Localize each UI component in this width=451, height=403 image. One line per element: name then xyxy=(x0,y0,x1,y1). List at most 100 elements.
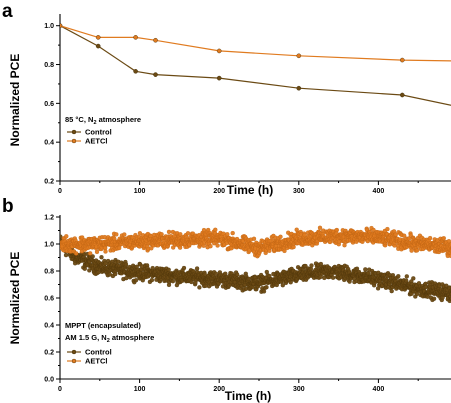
panel-b-x-tick-label: 200 xyxy=(213,386,225,393)
panel-b-control-point xyxy=(123,262,129,267)
panel-a-control-point xyxy=(133,69,138,74)
panel-b-legend-control-marker xyxy=(71,349,77,355)
panel-b-aetcl-point xyxy=(278,234,283,239)
panel-a-control-point xyxy=(153,72,158,77)
panel-a-aetcl-point xyxy=(216,48,222,54)
panel-a-control-point xyxy=(95,43,101,49)
panel-b-control-point xyxy=(261,289,267,294)
panel-a-y-tick-label: 1.0 xyxy=(44,23,54,30)
panel-b-aetcl-point xyxy=(385,226,390,232)
panel-b-control-point xyxy=(90,254,95,259)
panel-b-plot-area xyxy=(60,225,451,304)
panel-b-aetcl-point xyxy=(159,232,164,237)
panel-b-aetcl-point xyxy=(393,232,398,237)
panel-a-x-tick-label: 300 xyxy=(293,188,305,195)
panel-a-control-point xyxy=(216,75,222,81)
panel-a-aetcl-point xyxy=(133,35,138,40)
panel-a-x-tick-label: 200 xyxy=(213,188,225,195)
panel-b-x-tick-label: 300 xyxy=(293,386,305,393)
panel-b-control-point xyxy=(404,274,409,279)
panel-b-aetcl-point xyxy=(213,227,218,232)
panel-b-aetcl-point xyxy=(371,227,376,233)
panel-b-condition-line-2: AM 1.5 G, N2 atmosphere xyxy=(65,333,154,344)
panel-b-aetcl-point xyxy=(251,236,257,241)
panel-b-control-point xyxy=(197,285,202,290)
panel-a-letter: a xyxy=(2,1,13,22)
panel-b-aetcl-point xyxy=(64,234,69,239)
panel-b-control-point xyxy=(170,279,176,284)
panel-b-control-point xyxy=(431,296,437,301)
panel-b-aetcl-point xyxy=(291,244,296,250)
panel-b-control-point xyxy=(396,274,401,279)
panel-b-aetcl-point xyxy=(166,229,172,235)
panel-a-legend-control-label: Control xyxy=(85,128,112,137)
panel-a-aetcl-point xyxy=(296,53,302,59)
panel-a-x-tick-label: 100 xyxy=(134,188,146,195)
panel-b-x-axis-title: Time (h) xyxy=(225,389,271,403)
panel-b-aetcl-point xyxy=(402,233,407,238)
panel-b-y-tick-label: 0.2 xyxy=(44,350,54,357)
panel-a-control-point xyxy=(399,92,405,98)
panel-b-aetcl-point xyxy=(302,232,307,238)
panel-b-aetcl-point xyxy=(74,251,79,256)
panel-b-y-tick-label: 1.0 xyxy=(44,242,54,249)
panel-b-aetcl-point xyxy=(94,249,100,255)
panel-b-aetcl-point xyxy=(317,225,323,230)
panel-b-aetcl-point xyxy=(117,245,122,251)
panel-a-y-tick-label: 0.8 xyxy=(44,62,54,69)
panel-a-aetcl-point xyxy=(95,35,101,40)
panel-b-control-point xyxy=(113,271,118,277)
panel-b-legend-aetcl-marker xyxy=(71,358,77,364)
panel-b-aetcl-point xyxy=(427,235,433,241)
panel-b-aetcl-point xyxy=(137,231,143,236)
panel-b-x-tick-label: 400 xyxy=(373,386,385,393)
panel-b-x-tick-label: 0 xyxy=(58,386,62,393)
panel-b-control-point xyxy=(363,267,368,272)
panel-a-control-point xyxy=(296,85,302,91)
panel-b-control-point xyxy=(194,266,200,271)
panel-b-control-point xyxy=(133,278,139,283)
panel-a-x-tick-label: 400 xyxy=(373,188,385,195)
panel-b-control-point xyxy=(411,276,416,281)
panel-a-aetcl-line xyxy=(60,25,451,62)
panel-b-control-point xyxy=(181,265,187,271)
panel-b-control-point xyxy=(99,255,104,260)
panel-b-aetcl-point xyxy=(225,232,230,237)
panel-a-y-tick-label: 0.6 xyxy=(44,101,54,108)
panel-a-aetcl-point xyxy=(399,57,405,63)
panel-b-aetcl-point xyxy=(215,243,220,248)
panel-b-control-point xyxy=(166,267,171,272)
panel-b-control-point xyxy=(213,271,219,276)
panel-b-y-tick-label: 1.2 xyxy=(44,215,54,222)
panel-a-legend-control-marker xyxy=(71,129,77,135)
panel-b-condition-line-1: MPPT (encapsulated) xyxy=(65,321,141,330)
panel-b-aetcl-point xyxy=(334,227,339,233)
panel-b-control-point xyxy=(63,252,69,258)
panel-a-legend-aetcl-label: AETCl xyxy=(85,137,108,146)
panel-b-aetcl-point xyxy=(208,244,213,249)
panel-b-control-point xyxy=(330,275,336,280)
panel-b-aetcl-point xyxy=(103,249,108,254)
panel-a-x-axis-title: Time (h) xyxy=(227,183,273,197)
panel-b-aetcl-point xyxy=(178,232,183,237)
panel-b-control-point xyxy=(280,283,285,288)
panel-a-y-tick-label: 0.4 xyxy=(44,140,54,147)
panel-b-control-point xyxy=(235,272,240,277)
panel-a-plot-area xyxy=(60,23,451,106)
panel-b-control-point xyxy=(264,285,269,290)
panel-a-y-axis-title: Normalized PCE xyxy=(8,54,22,147)
panel-b-aetcl-point xyxy=(88,251,93,256)
panel-a-y-tick-label: 0.2 xyxy=(44,179,54,186)
panel-b-control-point xyxy=(303,263,308,269)
panel-b-aetcl-point xyxy=(122,232,127,237)
panel-b-y-tick-label: 0.6 xyxy=(44,296,54,303)
panel-b-control-point xyxy=(354,266,360,271)
panel-b-legend-control-label: Control xyxy=(85,348,112,357)
panel-b-aetcl-point xyxy=(282,248,287,254)
panel-b-aetcl-point xyxy=(441,236,446,241)
panel-b-aetcl-point xyxy=(230,230,235,236)
panel-b-control-point xyxy=(414,291,420,297)
